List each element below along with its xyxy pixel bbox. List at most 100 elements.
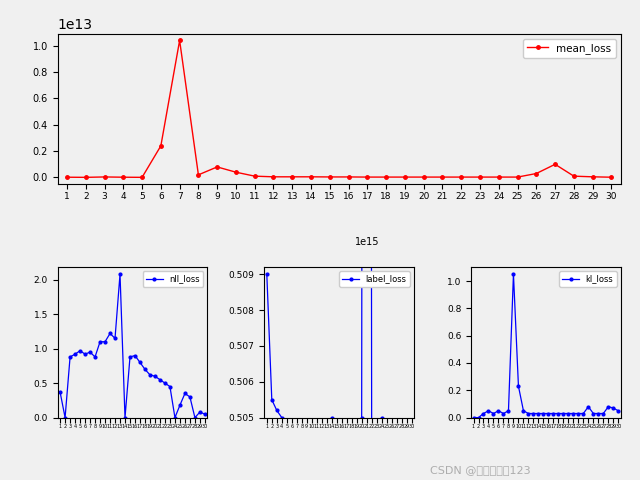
mean_loss — [232, 169, 240, 175]
mean_loss — [382, 174, 390, 180]
nll_loss — [71, 351, 79, 357]
nll_loss — [156, 377, 164, 383]
mean_loss — [476, 174, 484, 180]
kl_loss — [525, 410, 532, 416]
nll_loss — [67, 354, 74, 360]
nll_loss — [96, 339, 104, 345]
nll_loss — [81, 351, 89, 357]
Line: mean_loss: mean_loss — [65, 39, 613, 179]
Legend: label_loss: label_loss — [339, 271, 410, 287]
kl_loss — [589, 410, 597, 416]
kl_loss — [470, 415, 477, 420]
kl_loss — [515, 384, 522, 389]
kl_loss — [545, 410, 552, 416]
label_loss — [338, 422, 346, 428]
label_loss — [373, 422, 381, 428]
label_loss — [348, 422, 356, 428]
kl_loss — [479, 410, 487, 416]
kl_loss — [529, 410, 537, 416]
Text: CSDN @小时不识月123: CSDN @小时不识月123 — [429, 465, 531, 475]
label_loss — [343, 422, 351, 428]
kl_loss — [564, 410, 572, 416]
label_loss — [368, 422, 376, 428]
mean_loss — [326, 174, 333, 180]
kl_loss — [484, 408, 492, 414]
kl_loss — [600, 410, 607, 416]
mean_loss — [289, 174, 296, 180]
label_loss — [383, 422, 390, 428]
mean_loss — [589, 174, 596, 180]
label_loss — [303, 422, 310, 428]
kl_loss — [500, 410, 508, 416]
kl_loss — [509, 271, 517, 277]
Line: label_loss: label_loss — [266, 0, 413, 426]
mean_loss — [82, 174, 90, 180]
kl_loss — [550, 410, 557, 416]
label_loss — [273, 408, 280, 413]
kl_loss — [520, 408, 527, 414]
nll_loss — [86, 349, 94, 355]
kl_loss — [559, 410, 567, 416]
mean_loss — [345, 174, 353, 180]
nll_loss — [176, 402, 184, 408]
mean_loss — [438, 174, 446, 180]
mean_loss — [514, 174, 522, 180]
mean_loss — [251, 173, 259, 179]
nll_loss — [76, 348, 84, 354]
kl_loss — [604, 404, 612, 409]
label_loss — [353, 422, 360, 428]
mean_loss — [157, 143, 164, 149]
mean_loss — [120, 174, 127, 180]
label_loss — [323, 422, 330, 428]
nll_loss — [61, 415, 69, 420]
nll_loss — [161, 380, 169, 386]
nll_loss — [126, 354, 134, 360]
mean_loss — [213, 164, 221, 170]
nll_loss — [136, 360, 144, 365]
kl_loss — [495, 408, 502, 414]
nll_loss — [101, 339, 109, 345]
kl_loss — [504, 408, 512, 414]
nll_loss — [111, 336, 119, 341]
nll_loss — [166, 384, 174, 389]
nll_loss — [141, 366, 149, 372]
kl_loss — [609, 405, 617, 411]
label_loss — [378, 415, 385, 420]
nll_loss — [92, 354, 99, 360]
mean_loss — [570, 173, 578, 179]
label_loss — [408, 422, 415, 428]
kl_loss — [575, 410, 582, 416]
Line: nll_loss: nll_loss — [59, 273, 206, 419]
mean_loss — [495, 174, 502, 180]
mean_loss — [269, 174, 277, 180]
label_loss — [393, 422, 401, 428]
mean_loss — [138, 174, 146, 180]
kl_loss — [584, 404, 592, 409]
label_loss — [358, 415, 365, 420]
mean_loss — [458, 174, 465, 180]
label_loss — [293, 422, 301, 428]
nll_loss — [106, 331, 114, 336]
kl_loss — [554, 410, 562, 416]
Legend: kl_loss: kl_loss — [559, 271, 616, 287]
mean_loss — [195, 172, 202, 178]
mean_loss — [420, 174, 428, 180]
label_loss — [288, 422, 296, 428]
kl_loss — [475, 415, 483, 420]
mean_loss — [63, 174, 71, 180]
mean_loss — [307, 174, 315, 180]
label_loss — [278, 415, 285, 420]
nll_loss — [186, 394, 194, 400]
mean_loss — [401, 174, 409, 180]
label_loss — [283, 422, 291, 428]
kl_loss — [595, 410, 602, 416]
nll_loss — [191, 415, 199, 420]
mean_loss — [100, 174, 108, 180]
mean_loss — [176, 37, 184, 43]
mean_loss — [532, 171, 540, 177]
nll_loss — [151, 373, 159, 379]
mean_loss — [607, 174, 615, 180]
kl_loss — [534, 410, 542, 416]
Text: 1e15: 1e15 — [355, 238, 380, 247]
nll_loss — [171, 415, 179, 420]
